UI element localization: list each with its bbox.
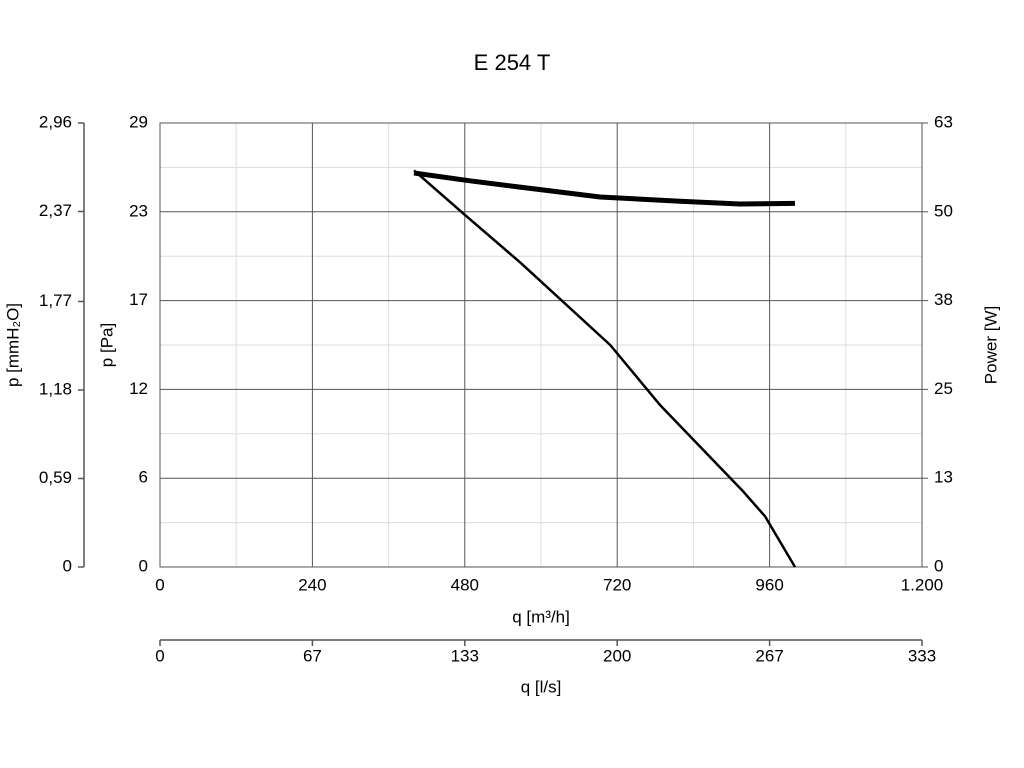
x-tick-label: 0 xyxy=(155,575,164,594)
x2-tick-label: 67 xyxy=(303,646,322,665)
y-tick-label: 17 xyxy=(129,290,148,309)
x2-tick-label: 133 xyxy=(451,646,479,665)
y3-tick-label: 2,96 xyxy=(39,112,72,131)
x-tick-label: 240 xyxy=(298,575,326,594)
x-tick-label: 720 xyxy=(603,575,631,594)
x2-tick-label: 200 xyxy=(603,646,631,665)
y-tick-label: 29 xyxy=(129,112,148,131)
x-tick-label: 1.200 xyxy=(901,575,944,594)
y2-axis-title: Power [W] xyxy=(981,306,1000,384)
y2-tick-label: 25 xyxy=(934,379,953,398)
y3-tick-label: 0 xyxy=(63,556,72,575)
y3-tick-label: 1,77 xyxy=(39,291,72,310)
y3-tick-label: 1,18 xyxy=(39,379,72,398)
y3-axis-title: p [mmH₂O] xyxy=(3,303,22,387)
curve xyxy=(413,170,796,207)
x-tick-label: 480 xyxy=(451,575,479,594)
y-axis-title: p [Pa] xyxy=(97,323,116,367)
y2-tick-label: 63 xyxy=(934,112,953,131)
x2-axis-title: q [l/s] xyxy=(521,677,562,696)
curve xyxy=(413,169,797,568)
y-tick-label: 23 xyxy=(129,201,148,220)
y3-tick-label: 2,37 xyxy=(39,201,72,220)
x-axis-title: q [m³/h] xyxy=(512,607,570,626)
x2-tick-label: 267 xyxy=(755,646,783,665)
y2-tick-label: 50 xyxy=(934,201,953,220)
y2-tick-label: 38 xyxy=(934,290,953,309)
y-tick-label: 12 xyxy=(129,379,148,398)
y-tick-label: 0 xyxy=(139,556,148,575)
y3-tick-label: 0,59 xyxy=(39,468,72,487)
x2-tick-label: 333 xyxy=(908,646,936,665)
y-tick-label: 6 xyxy=(139,468,148,487)
x-tick-label: 960 xyxy=(755,575,783,594)
x2-tick-label: 0 xyxy=(155,646,164,665)
y2-tick-label: 13 xyxy=(934,468,953,487)
chart-title: E 254 T xyxy=(474,50,551,75)
y2-tick-label: 0 xyxy=(934,556,943,575)
plot-frame xyxy=(159,122,923,568)
